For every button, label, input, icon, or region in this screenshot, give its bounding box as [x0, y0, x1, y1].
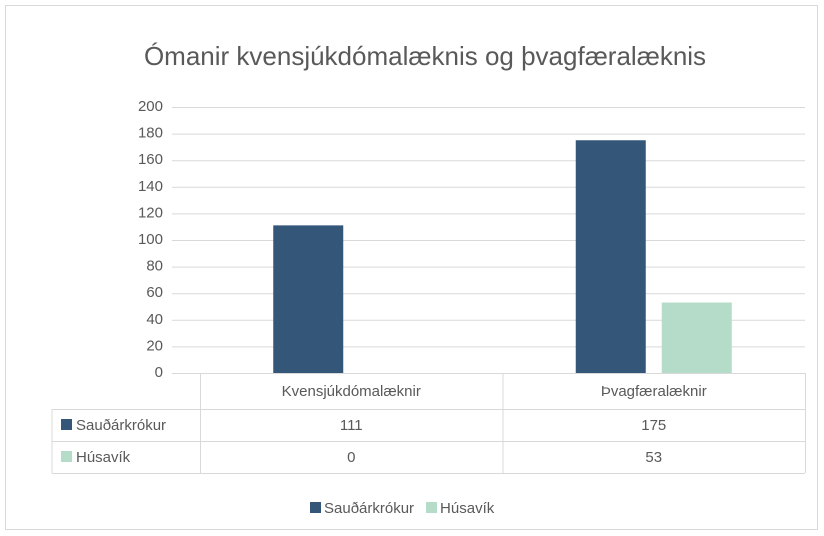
table-row-label: Sauðárkrókur: [76, 417, 166, 434]
y-tick-label: 180: [138, 125, 163, 142]
y-tick-label: 140: [138, 178, 163, 195]
y-tick-label: 160: [138, 151, 163, 168]
x-tick-label: Þvagfæralæknir: [601, 383, 707, 400]
bar: [273, 225, 344, 373]
bar: [575, 140, 646, 373]
table-legend-key: [61, 419, 72, 430]
y-tick-label: 200: [138, 98, 163, 115]
bar: [661, 302, 732, 373]
x-tick-label: Kvensjúkdómalæknir: [282, 383, 421, 400]
y-tick-label: 20: [146, 337, 163, 354]
y-tick-label: 0: [155, 364, 163, 381]
y-tick-label: 60: [146, 284, 163, 301]
table-row-label: Húsavík: [76, 449, 131, 466]
y-tick-label: 80: [146, 258, 163, 275]
y-tick-label: 120: [138, 204, 163, 221]
table-cell: 0: [347, 449, 355, 466]
legend-key: [310, 502, 321, 513]
y-tick-label: 40: [146, 311, 163, 328]
table-cell: 175: [641, 417, 666, 434]
legend-label: Sauðárkrókur: [324, 500, 414, 517]
table-legend-key: [61, 451, 72, 462]
table-cell: 111: [340, 417, 363, 434]
legend-key: [426, 502, 438, 513]
legend-label: Húsavík: [440, 500, 495, 517]
table-cell: 53: [645, 449, 662, 466]
y-tick-label: 100: [138, 231, 163, 248]
chart-title: Ómanir kvensjúkdómalæknis og þvagfæralæk…: [144, 41, 706, 71]
